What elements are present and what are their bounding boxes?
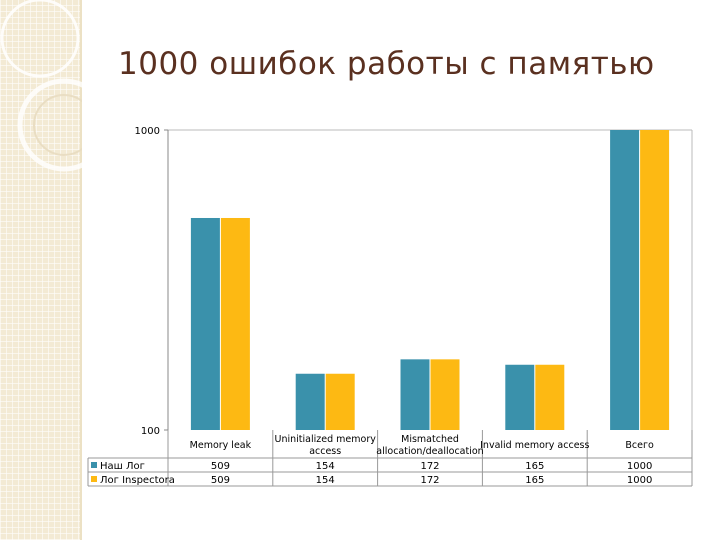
bar [295,373,325,430]
x-category-label: Всего [625,440,654,451]
data-label: 165 [525,461,544,472]
data-label: 509 [211,461,230,472]
bar [640,130,670,430]
data-label: 1000 [627,461,652,472]
x-category-label: Invalid memory access [480,440,589,451]
data-label: 154 [316,475,335,486]
bar [400,359,430,430]
bar [535,364,565,430]
x-category-label: Mismatched [401,434,459,445]
decorative-circles [0,0,82,172]
legend-swatch [91,462,97,468]
data-label: 509 [211,475,230,486]
data-label: 1000 [627,475,652,486]
data-label: 172 [420,461,439,472]
slide-title: 1000 ошибок работы с памятью [118,46,655,82]
data-label: 165 [525,475,544,486]
y-tick-label: 100 [141,426,160,437]
x-category-label: Memory leak [190,440,252,451]
data-label: 172 [420,475,439,486]
x-category-label: access [309,446,341,457]
bar [610,130,640,430]
x-category-label: Uninitialized memory [275,434,377,445]
bar-group [190,130,670,430]
legend-entry: Лог Inspectora [100,475,175,486]
x-category-label: allocation/deallocation [376,446,483,457]
legend-swatch [91,476,97,482]
plot-area [164,129,693,431]
bar [325,373,355,430]
legend-entry: Наш Лог [100,461,145,472]
data-label: 154 [316,461,335,472]
bar [190,217,220,430]
bar [430,359,460,430]
bar [220,217,250,430]
side-strip-border [80,0,82,540]
bar [505,364,535,430]
y-axis-tick-labels: 100 1000 [135,126,160,437]
y-tick-label: 1000 [135,126,160,137]
